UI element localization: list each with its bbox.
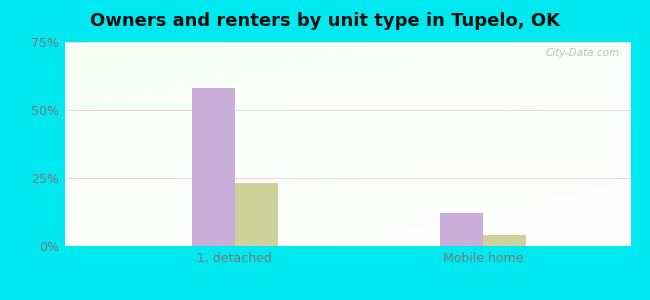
Bar: [192, 88, 235, 246]
Bar: [441, 213, 484, 246]
Legend: Owner occupied units, Renter occupied units: Owner occupied units, Renter occupied un…: [176, 297, 520, 300]
Text: Owners and renters by unit type in Tupelo, OK: Owners and renters by unit type in Tupel…: [90, 12, 560, 30]
Bar: [484, 235, 527, 246]
Text: City-Data.com: City-Data.com: [545, 48, 619, 58]
Bar: [235, 183, 278, 246]
